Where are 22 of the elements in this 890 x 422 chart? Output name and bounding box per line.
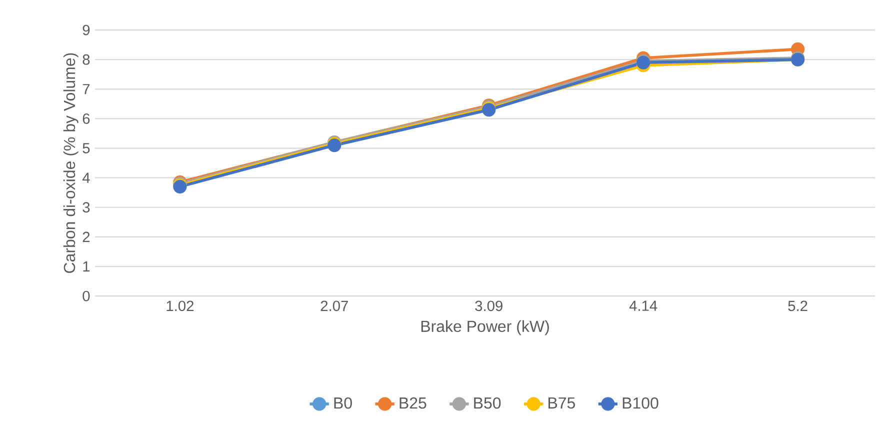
y-tick-label: 1 — [83, 261, 90, 272]
x-tick-label: 3.09 — [475, 300, 502, 312]
legend-label: B75 — [548, 397, 575, 409]
legend-label: B0 — [334, 397, 352, 409]
x-tick-label: 1.02 — [166, 300, 194, 312]
y-tick-label: 8 — [82, 54, 90, 65]
y-axis-title: Carbon di-oxide (% by Volume) — [63, 53, 78, 273]
y-tick-label: 6 — [82, 113, 90, 124]
x-tick-label: 2.07 — [320, 300, 348, 312]
x-axis-title: Brake Power (kW) — [421, 320, 549, 336]
legend-label: B50 — [474, 397, 501, 409]
legend-label: B100 — [622, 397, 658, 409]
y-tick-label: 9 — [82, 24, 90, 36]
y-tick-label: 3 — [82, 202, 90, 213]
legend-label: B25 — [400, 397, 426, 409]
y-tick-label: 7 — [82, 84, 90, 94]
x-tick-label: 5.2 — [788, 300, 808, 312]
y-tick-label: 5 — [82, 143, 90, 154]
x-tick-label: 4.14 — [629, 300, 658, 311]
y-tick-label: 4 — [82, 172, 90, 183]
y-tick-label: 0 — [82, 290, 90, 302]
y-tick-label: 2 — [82, 232, 90, 242]
